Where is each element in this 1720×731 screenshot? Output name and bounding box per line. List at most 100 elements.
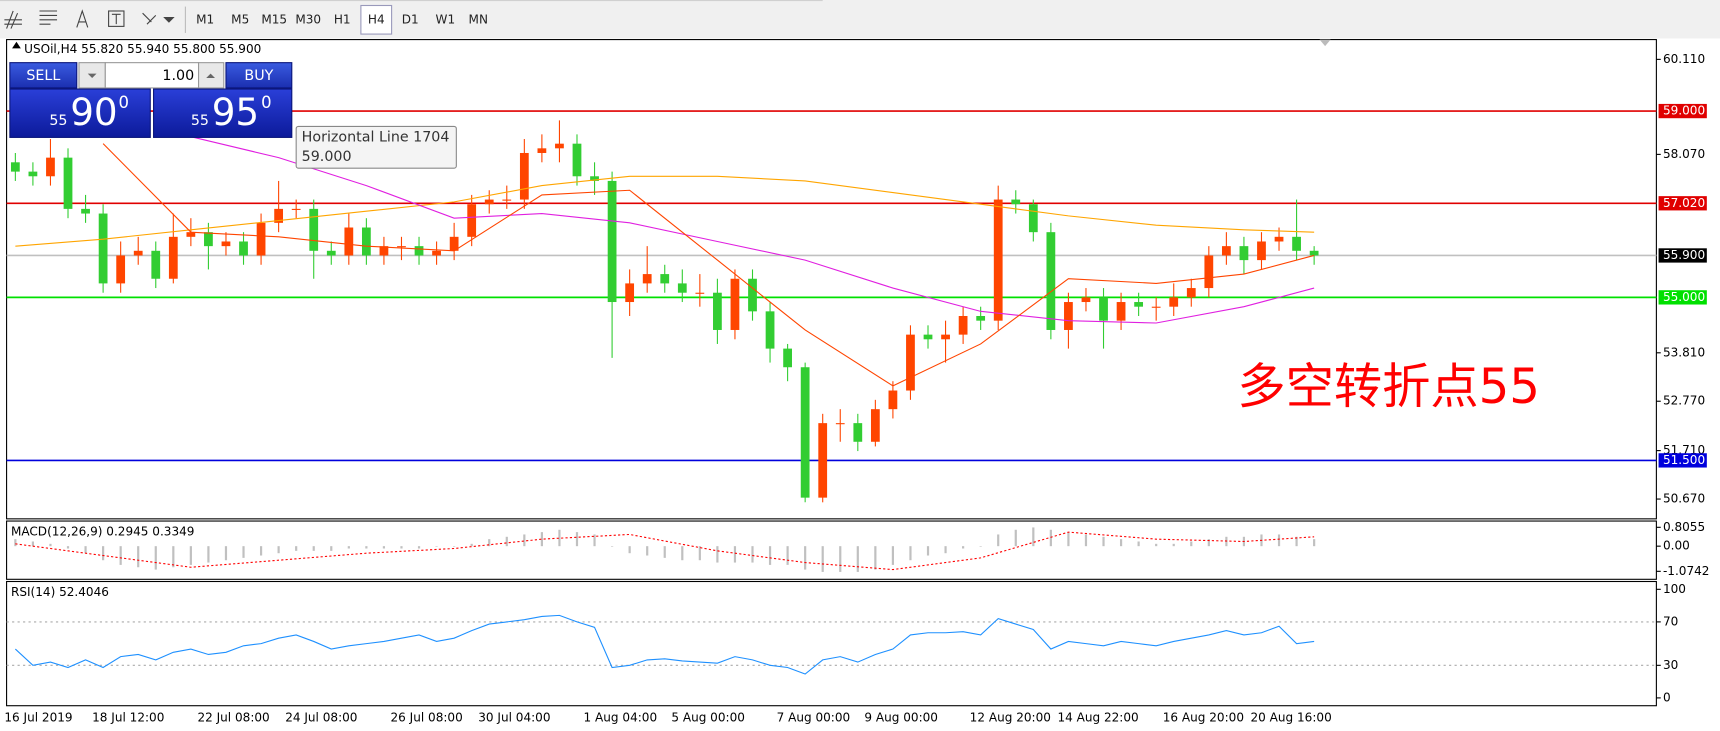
plot: 60.11058.07053.81052.77051.71050.67059.0… — [4, 52, 1709, 724]
macd-bar — [1049, 529, 1052, 547]
candle-body — [326, 250, 336, 256]
y-tick-label: 0.00 — [1663, 539, 1690, 553]
macd-bar — [470, 543, 473, 547]
macd-bar — [1190, 541, 1193, 547]
symbol-icon — [12, 41, 21, 49]
price-label: 51.500 — [1663, 453, 1705, 467]
timeframe-button[interactable]: W1 — [436, 12, 456, 26]
candle-body — [765, 311, 775, 349]
timeframe-button[interactable]: M30 — [295, 12, 321, 26]
macd-bar — [119, 546, 122, 565]
shift-marker — [1319, 39, 1331, 47]
macd-bar — [610, 546, 614, 547]
timeframe-button[interactable]: MN — [469, 12, 488, 26]
icon-text[interactable] — [76, 9, 89, 28]
macd-bar — [14, 539, 17, 547]
icon-label[interactable] — [108, 10, 125, 27]
macd-bar — [172, 546, 175, 568]
macd-bar — [997, 534, 1000, 547]
candle-body — [256, 222, 266, 256]
ask-main: 95 — [212, 90, 259, 134]
candle-body — [1099, 297, 1108, 321]
buy-button[interactable] — [225, 62, 293, 89]
macd-bar — [49, 543, 52, 547]
arrow-down — [87, 73, 97, 79]
timeframe-button[interactable]: D1 — [402, 12, 419, 26]
candle-body — [941, 334, 950, 340]
icon-arrows[interactable] — [142, 12, 157, 25]
candle-body — [502, 199, 512, 201]
macd-bar — [277, 546, 280, 554]
candle-body — [344, 227, 354, 256]
candle-body — [1292, 236, 1301, 251]
candle-body — [432, 250, 441, 256]
macd-bar — [189, 546, 192, 565]
macd-bar — [259, 546, 263, 556]
candle-body — [1046, 232, 1056, 330]
candle-body — [1064, 302, 1073, 330]
icon-dropdown[interactable] — [163, 17, 175, 23]
toolbar-icons — [4, 6, 186, 33]
candle-body — [221, 241, 231, 247]
candle-body — [1169, 297, 1179, 307]
candle-body — [537, 148, 547, 153]
price-label-bg — [1658, 248, 1707, 263]
macd-bar — [698, 546, 701, 561]
macd-bar — [1277, 534, 1281, 547]
candle-body — [730, 278, 740, 330]
icon-fibo[interactable] — [39, 10, 58, 25]
candle-body — [63, 157, 73, 209]
y-tick-label: 70 — [1663, 614, 1678, 628]
candle-body — [1309, 250, 1319, 256]
macd-bar — [1084, 534, 1088, 547]
macd-bar — [224, 546, 228, 561]
candle-body — [239, 241, 248, 256]
symbol: USOil,H4 — [24, 42, 77, 56]
macd-bar — [733, 546, 737, 563]
candle-body — [555, 143, 564, 149]
x-tick-label: 14 Aug 22:00 — [1057, 710, 1138, 724]
tooltip-title: Horizontal Line 1704 — [302, 129, 450, 145]
moving-average — [190, 136, 1315, 324]
price-label-bg — [1658, 103, 1707, 119]
macd-bar — [1119, 539, 1123, 547]
timeframe-button[interactable]: M15 — [261, 12, 287, 26]
ask-box[interactable] — [153, 88, 293, 138]
macd-bar — [1295, 536, 1298, 547]
candle-body — [677, 283, 687, 293]
candle-body — [958, 316, 968, 335]
candle-body — [572, 143, 582, 177]
timeframe-button[interactable]: M1 — [196, 12, 214, 26]
candle-body — [414, 246, 424, 256]
sell-button[interactable] — [9, 62, 78, 89]
y-tick-label: 53.810 — [1663, 345, 1705, 359]
macd-bar — [716, 546, 719, 563]
price-label-bg — [1658, 196, 1707, 211]
x-tick-label: 20 Aug 16:00 — [1251, 710, 1332, 724]
candle-body — [1151, 306, 1161, 308]
macd-bar — [663, 546, 666, 558]
macd-bar — [646, 546, 649, 556]
bid-big: 55 — [49, 113, 67, 129]
timeframe-button[interactable]: H1 — [334, 12, 351, 26]
candle-body — [642, 274, 652, 284]
rsi-line — [14, 614, 1315, 675]
y-tick-label: 52.770 — [1663, 394, 1705, 408]
candle-body — [168, 236, 178, 279]
bid-box[interactable] — [9, 88, 151, 138]
timeframe-button[interactable]: M5 — [231, 12, 249, 26]
x-tick-label: 16 Aug 20:00 — [1163, 710, 1244, 724]
candle-body — [133, 250, 143, 256]
macd-bar — [382, 546, 386, 549]
macd-bar — [1102, 536, 1105, 547]
icon-lines[interactable] — [4, 10, 22, 29]
timeframe-button[interactable]: H4 — [368, 12, 385, 26]
tooltip-value: 59.000 — [302, 149, 352, 165]
macd-bar — [523, 534, 526, 547]
volume-input[interactable] — [104, 62, 200, 89]
macd-bar — [821, 546, 824, 572]
candle-body — [1221, 246, 1231, 256]
macd-bar — [962, 546, 965, 549]
candle-body — [484, 199, 494, 205]
candle-body — [449, 236, 459, 251]
